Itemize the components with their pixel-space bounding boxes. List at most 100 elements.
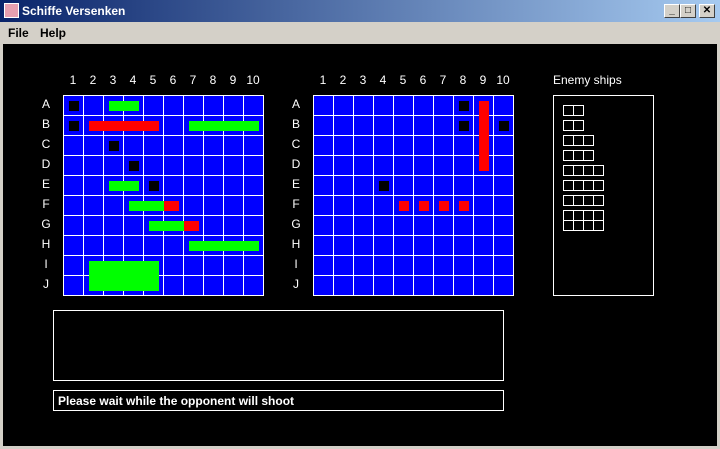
- maximize-button[interactable]: □: [680, 4, 696, 18]
- own-ship: [149, 221, 199, 231]
- hit-marker: [459, 201, 469, 211]
- own-board[interactable]: [63, 95, 264, 296]
- close-button[interactable]: ✕: [699, 4, 715, 18]
- enemy-ship-icon: [563, 105, 584, 116]
- hit-marker: [419, 201, 429, 211]
- ship-cell: [574, 166, 584, 176]
- column-label: 9: [229, 73, 237, 87]
- column-label: 10: [246, 73, 260, 87]
- ship-hit: [184, 221, 199, 231]
- grid-line: [63, 275, 264, 276]
- row-label: I: [294, 257, 298, 271]
- ship-cell: [584, 196, 594, 206]
- grid-line: [263, 95, 264, 296]
- miss-marker: [499, 121, 509, 131]
- menu-help[interactable]: Help: [40, 26, 67, 40]
- ship-cell: [584, 211, 594, 221]
- row-label: I: [44, 257, 48, 271]
- own-ship: [89, 261, 159, 291]
- ship-cell: [594, 196, 604, 206]
- enemy-board[interactable]: [313, 95, 514, 296]
- enemy-ship-icon: [563, 165, 604, 176]
- row-label: D: [41, 157, 51, 171]
- grid-line: [183, 95, 184, 296]
- row-label: G: [291, 217, 301, 231]
- miss-marker: [109, 141, 119, 151]
- ship-cell: [594, 221, 604, 231]
- miss-marker: [149, 181, 159, 191]
- grid-line: [433, 95, 434, 296]
- column-label: 7: [439, 73, 447, 87]
- row-label: H: [41, 237, 51, 251]
- column-label: 8: [459, 73, 467, 87]
- ship-cell: [584, 181, 594, 191]
- enemy-ship-icon: [563, 180, 604, 191]
- ship-cell: [564, 211, 574, 221]
- column-label: 8: [209, 73, 217, 87]
- own-ship: [189, 121, 259, 131]
- enemy-ship-icon: [563, 210, 604, 231]
- column-label: 1: [69, 73, 77, 87]
- column-label: 5: [399, 73, 407, 87]
- grid-line: [313, 295, 514, 296]
- ship-cell: [564, 221, 574, 231]
- row-label: D: [291, 157, 301, 171]
- ship-cell: [584, 151, 594, 161]
- grid-line: [313, 215, 514, 216]
- row-label: A: [291, 97, 300, 111]
- ship-hit: [124, 121, 144, 131]
- column-label: 4: [129, 73, 137, 87]
- ship-cell: [584, 221, 594, 231]
- row-label: H: [291, 237, 301, 251]
- column-label: 5: [149, 73, 157, 87]
- column-label: 3: [109, 73, 117, 87]
- hit-marker: [399, 201, 409, 211]
- grid-line: [473, 95, 474, 296]
- menu-file[interactable]: File: [8, 26, 29, 40]
- row-label: G: [41, 217, 51, 231]
- row-label: B: [291, 117, 300, 131]
- grid-line: [223, 95, 224, 296]
- column-label: 10: [496, 73, 510, 87]
- own-ship: [109, 181, 139, 191]
- row-label: J: [293, 277, 299, 291]
- grid-line: [63, 295, 264, 296]
- grid-line: [63, 215, 264, 216]
- ship-cell: [564, 166, 574, 176]
- column-label: 2: [89, 73, 97, 87]
- column-label: 6: [169, 73, 177, 87]
- grid-line: [243, 95, 244, 296]
- grid-line: [493, 95, 494, 296]
- ship-cell: [594, 181, 604, 191]
- miss-marker: [459, 121, 469, 131]
- grid-line: [63, 255, 264, 256]
- menu-bar: File Help: [0, 22, 720, 44]
- sunk-ship: [479, 101, 489, 171]
- row-label: C: [291, 137, 301, 151]
- grid-line: [313, 275, 514, 276]
- window-title: Schiffe Versenken: [22, 4, 126, 18]
- ship-cell: [574, 181, 584, 191]
- app-icon: [4, 3, 19, 18]
- ship-cell: [564, 106, 574, 116]
- ship-cell: [574, 151, 584, 161]
- enemy-ship-icon: [563, 120, 584, 131]
- enemy-ship-icon: [563, 195, 604, 206]
- message-log[interactable]: [53, 310, 504, 381]
- grid-line: [63, 235, 264, 236]
- ship-cell: [574, 106, 584, 116]
- ship-hit: [164, 201, 179, 211]
- minimize-button[interactable]: _: [664, 4, 680, 18]
- grid-line: [513, 95, 514, 296]
- column-label: 3: [359, 73, 367, 87]
- column-label: 7: [189, 73, 197, 87]
- own-ship: [129, 201, 179, 211]
- enemy-ship-icon: [563, 150, 594, 161]
- row-label: F: [42, 197, 50, 211]
- grid-line: [453, 95, 454, 296]
- ship-cell: [584, 166, 594, 176]
- grid-line: [63, 195, 264, 196]
- ship-cell: [564, 196, 574, 206]
- ship-cell: [564, 181, 574, 191]
- own-ship: [109, 101, 139, 111]
